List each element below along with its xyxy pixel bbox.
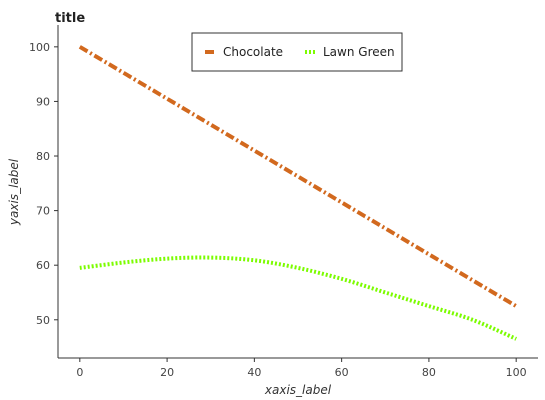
y-tick-label: 80 [36, 150, 50, 163]
y-tick-label: 70 [36, 205, 50, 218]
x-axis-ticks: 0 20 40 60 80 100 [76, 358, 527, 379]
y-tick-label: 60 [36, 259, 50, 272]
y-axis-title: yaxis_label [7, 158, 21, 226]
series-line-chocolate [78, 45, 518, 308]
legend-box [191, 32, 403, 72]
legend-label-chocolate: Chocolate [223, 45, 283, 59]
y-tick-label: 50 [36, 314, 50, 327]
x-axis-title: xaxis_label [264, 383, 332, 397]
y-axis-ticks: 50 60 70 80 90 100 [29, 41, 58, 327]
y-tick-label: 90 [36, 95, 50, 108]
series-layer [78, 45, 518, 341]
y-tick-label: 100 [29, 41, 50, 54]
x-tick-label: 20 [160, 366, 174, 379]
x-tick-label: 0 [76, 366, 83, 379]
legend-label-lawn-green: Lawn Green [323, 45, 395, 59]
axes [57, 25, 538, 359]
series-line-lawn-green [79, 255, 518, 341]
chart-title: title [55, 11, 85, 26]
legend: Chocolate Lawn Green [191, 32, 403, 72]
x-tick-label: 60 [335, 366, 349, 379]
x-tick-label: 40 [247, 366, 261, 379]
x-tick-label: 80 [422, 366, 436, 379]
x-tick-label: 100 [506, 366, 527, 379]
